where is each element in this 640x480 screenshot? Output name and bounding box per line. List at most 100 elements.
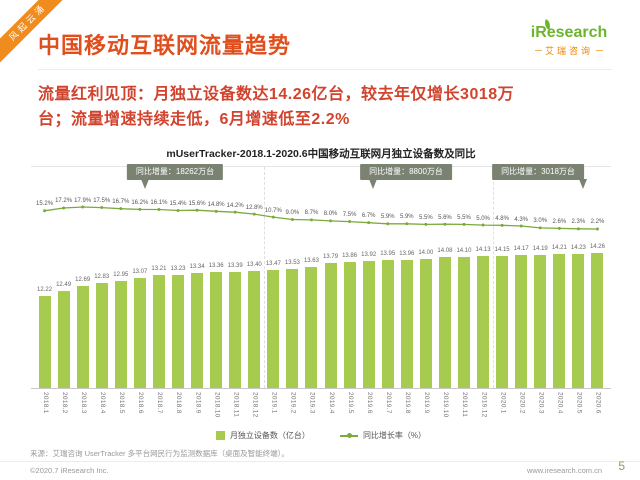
subtitle-line-1: 流量红利见顶：月独立设备数达14.26亿台，较去年仅增长3018万 (38, 86, 515, 103)
annotation-callout: 同比增量：18262万台 (126, 164, 224, 180)
legend-bar-swatch (215, 431, 225, 440)
device-bar (210, 272, 223, 388)
growth-value-label: 6.7% (361, 213, 376, 220)
plot-top-border (31, 166, 611, 167)
bar-value-label: 13.96 (399, 250, 415, 257)
x-axis-label-text: 2020.2 (518, 392, 526, 414)
device-bar (553, 254, 566, 388)
bar-value-label: 14.23 (570, 245, 586, 252)
device-bar (591, 253, 604, 388)
x-axis-label-text: 2019.5 (346, 392, 354, 414)
logo-dash-left (534, 50, 542, 51)
x-axis-label-text: 2019.7 (384, 392, 392, 414)
device-bar (324, 263, 337, 388)
device-bar (152, 275, 165, 388)
growth-value-label: 15.4% (169, 201, 187, 207)
growth-value-label: 4.8% (495, 215, 509, 222)
bar-value-label: 14.21 (551, 245, 567, 252)
bar-value-label: 14.15 (494, 246, 510, 253)
x-axis-label: 2018.4 (92, 392, 111, 414)
bar-value-label: 14.26 (589, 244, 605, 251)
x-axis-label: 2020.6 (588, 392, 607, 414)
legend-label-growth: 同比增长率（%） (362, 431, 427, 440)
growth-value-label: 17.5% (93, 198, 111, 205)
bar-value-label: 14.10 (456, 247, 472, 254)
x-axis-label: 2018.12 (245, 392, 264, 418)
growth-value-label: 5.9% (399, 214, 414, 221)
device-bar (191, 272, 204, 388)
x-axis-label-text: 2019.10 (442, 392, 450, 418)
x-axis-label: 2018.7 (149, 392, 168, 414)
x-axis-label: 2020.1 (493, 392, 512, 414)
logo-cn-text: 艾瑞咨询 (544, 46, 593, 56)
device-bar (496, 255, 509, 388)
bar-value-label: 14.19 (532, 245, 548, 252)
x-axis-line (31, 388, 611, 389)
x-axis-label-text: 2020.4 (556, 392, 564, 414)
key-finding-text: 流量红利见顶：月独立设备数达14.26亿台，较去年仅增长3018万 台；流量增速… (38, 82, 616, 132)
device-bar (438, 257, 451, 388)
logo-cn-row: 艾瑞咨询 (524, 44, 614, 57)
annotation-callout: 同比增量：8800万台 (360, 164, 452, 180)
x-axis-label-text: 2020.3 (537, 392, 545, 414)
growth-value-label: 5.9% (380, 214, 395, 221)
x-axis-label: 2018.9 (188, 392, 207, 414)
x-axis-label: 2020.5 (569, 392, 588, 414)
logo-dash-right (596, 50, 603, 51)
growth-value-label: 2.6% (552, 218, 567, 225)
device-bar (133, 278, 146, 388)
device-bar (515, 255, 528, 388)
x-axis-label-text: 2020.5 (575, 392, 583, 414)
device-bar (286, 268, 299, 388)
x-axis-label: 2019.1 (264, 392, 283, 414)
x-axis-label-text: 2018.4 (98, 392, 106, 414)
x-axis-label-text: 2019.8 (404, 392, 412, 414)
bar-value-label: 13.79 (323, 254, 339, 261)
header-divider (38, 69, 612, 70)
x-axis-label-text: 2018.9 (194, 392, 202, 414)
x-axis-label: 2018.3 (73, 392, 92, 414)
x-axis-label-text: 2018.10 (213, 392, 221, 418)
x-axis-label: 2019.5 (340, 392, 359, 414)
growth-value-label: 5.6% (438, 214, 452, 221)
device-bar (419, 258, 432, 388)
device-bar (362, 260, 375, 388)
footer-divider (0, 461, 640, 462)
device-bar (458, 256, 470, 388)
device-bar (400, 259, 413, 388)
annotation-callout: 同比增量：3018万台 (492, 164, 584, 180)
growth-value-label: 14.2% (226, 202, 244, 209)
x-axis-label-text: 2018.7 (156, 392, 164, 414)
device-bar (477, 256, 490, 388)
device-bar (572, 254, 585, 388)
x-axis-label: 2018.10 (207, 392, 226, 418)
growth-value-label: 10.7% (264, 207, 282, 214)
x-axis-label: 2019.4 (321, 392, 340, 414)
device-bar (229, 271, 242, 388)
x-axis-label-text: 2019.1 (270, 392, 278, 414)
growth-value-label: 17.9% (74, 197, 92, 204)
x-axis-label-text: 2020.6 (594, 392, 602, 414)
device-bar (343, 261, 356, 388)
x-axis-label-text: 2018.6 (137, 392, 145, 414)
bar-value-label: 13.34 (189, 263, 205, 270)
x-axis-label-text: 2019.4 (327, 392, 335, 414)
page-number: 5 (618, 459, 625, 473)
x-axis-label: 2020.3 (531, 392, 550, 414)
growth-value-label: 5.5% (419, 214, 433, 221)
bar-value-label: 12.83 (94, 274, 110, 281)
x-axis-label: 2018.1 (35, 392, 54, 414)
bar-value-label: 13.40 (246, 262, 262, 269)
growth-line (43, 205, 599, 231)
growth-value-label: 12.8% (245, 204, 263, 211)
x-axis-label-text: 2018.12 (251, 392, 259, 418)
x-axis-label-text: 2019.11 (461, 392, 469, 418)
x-axis-label: 2019.12 (474, 392, 493, 418)
device-bar (381, 259, 394, 388)
x-axis-label: 2018.11 (226, 392, 245, 417)
copyright-text: ©2020.7 iResearch Inc. (30, 466, 109, 475)
bar-value-label: 12.69 (75, 277, 91, 284)
x-axis-label: 2019.8 (397, 392, 416, 414)
x-axis-label-text: 2018.3 (79, 392, 87, 414)
x-axis-label-text: 2019.2 (289, 392, 297, 414)
